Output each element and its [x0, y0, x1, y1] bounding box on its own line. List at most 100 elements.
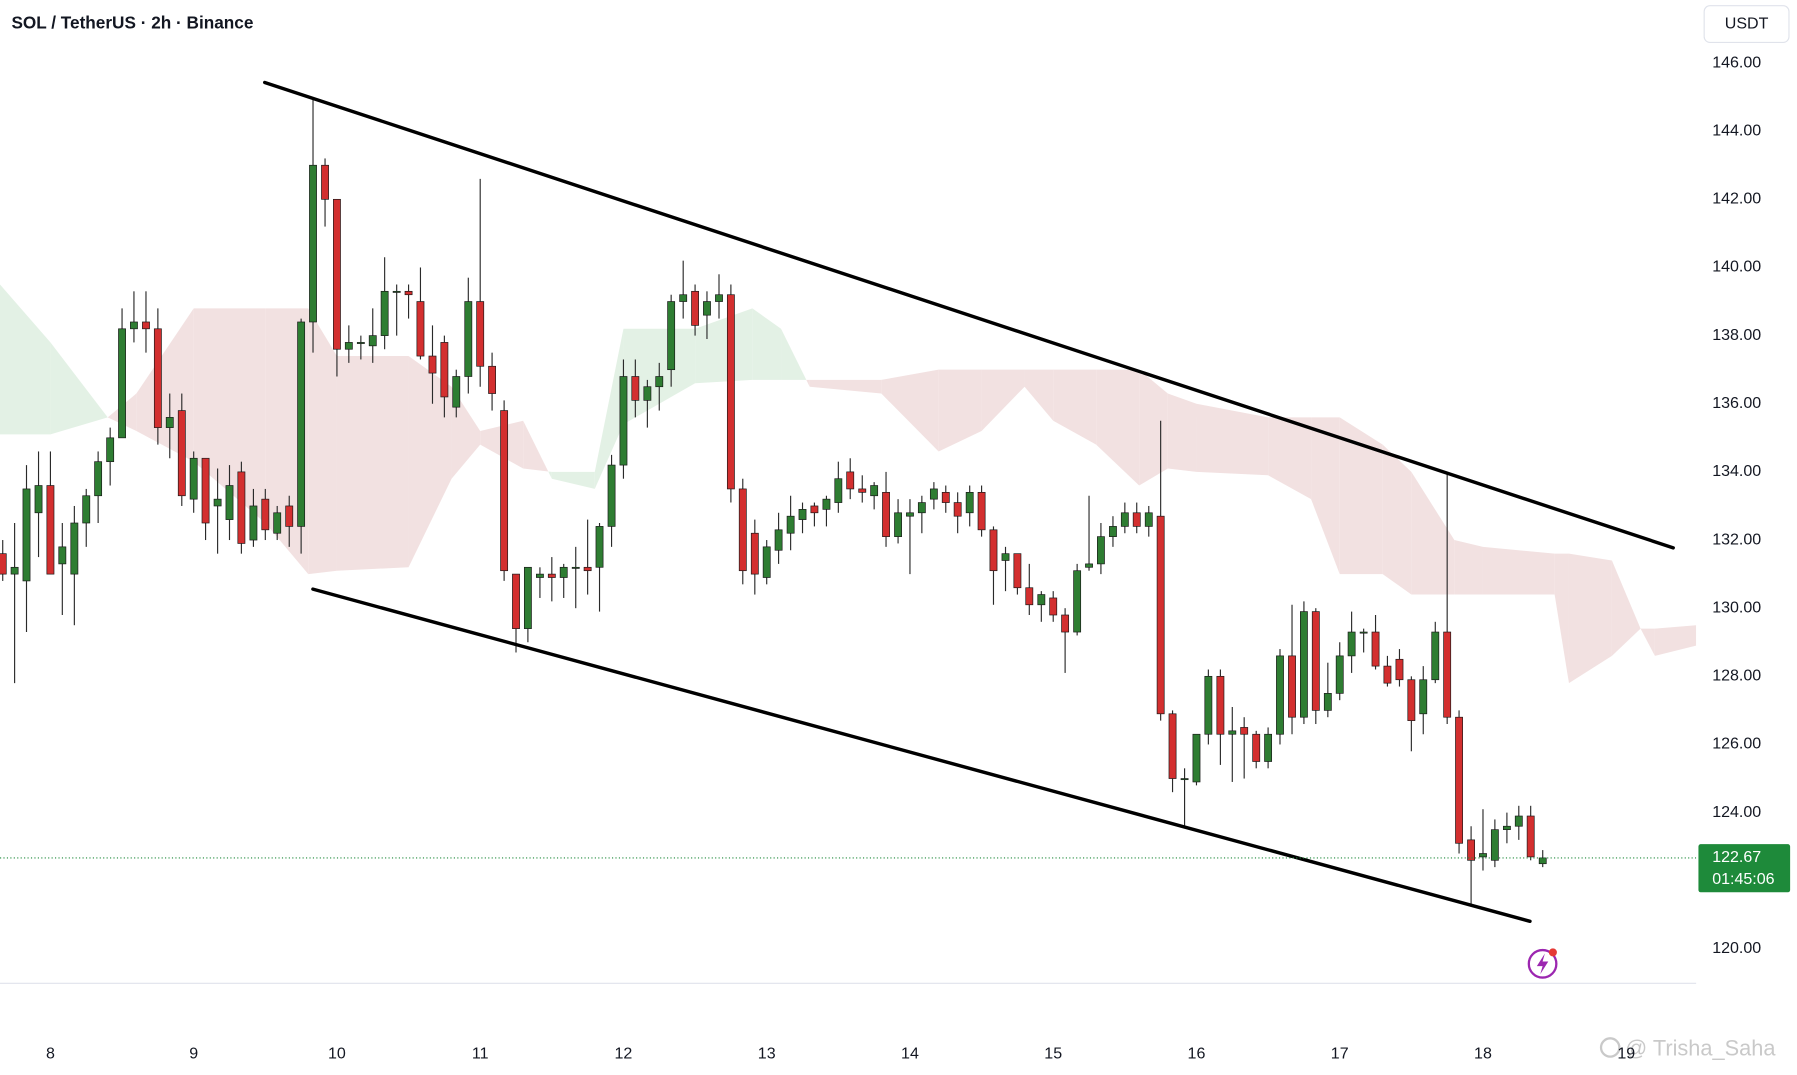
cloud-segment [50, 342, 108, 435]
watermark-logo [1599, 1037, 1621, 1058]
candle-body [404, 290, 413, 296]
y-tick-label: 136.00 [1712, 394, 1761, 412]
x-tick-label: 11 [472, 1045, 489, 1063]
y-tick-label: 126.00 [1712, 735, 1761, 753]
candle-body [225, 485, 234, 520]
candle-body [834, 478, 843, 503]
cloud-segment [752, 308, 782, 380]
candle-body [165, 417, 174, 428]
candle-body [1085, 563, 1093, 568]
candle-body [130, 321, 138, 330]
cloud-segment [938, 369, 982, 452]
candle-body [870, 485, 879, 497]
y-tick-label: 120.00 [1712, 939, 1761, 957]
candle-body [297, 321, 306, 527]
candle-body [810, 505, 819, 514]
candle-body [213, 498, 222, 507]
cloud-segment [1167, 393, 1197, 472]
candle-body [1407, 679, 1416, 721]
cloud-segment [781, 328, 807, 380]
candle-body [906, 512, 914, 517]
cloud-segment [1382, 444, 1412, 595]
x-tick-label: 14 [901, 1045, 919, 1063]
candle-body [1204, 675, 1213, 735]
y-tick-label: 134.00 [1712, 462, 1761, 480]
candle-body [428, 355, 437, 374]
y-tick-label: 144.00 [1712, 121, 1761, 139]
x-tick-label: 10 [328, 1045, 346, 1063]
cloud-segment [523, 420, 549, 472]
candle-body [1049, 597, 1058, 616]
candle-body [58, 546, 67, 565]
candle-body [547, 573, 556, 578]
candle-body [607, 464, 616, 527]
currency-button[interactable] [1703, 5, 1790, 43]
candle-body [1514, 815, 1523, 827]
candle-body [1419, 679, 1428, 715]
candle-body [476, 301, 485, 367]
candle-body [416, 301, 425, 357]
y-tick-label: 124.00 [1712, 803, 1761, 821]
candle-body [500, 410, 509, 572]
candle-body [726, 294, 735, 490]
candle-body [1467, 839, 1476, 861]
countdown-label: 01:45:06 [1712, 870, 1774, 888]
candle-body [977, 491, 986, 531]
candle-body [333, 198, 341, 350]
candle-body [1276, 655, 1284, 735]
candle-body [452, 376, 461, 408]
candle-body [655, 376, 664, 388]
alert-icon[interactable] [1527, 948, 1558, 979]
candle-body [237, 471, 246, 544]
candle-body [1144, 512, 1153, 527]
y-tick-label: 132.00 [1712, 530, 1761, 548]
candle-body [1216, 675, 1225, 735]
candle-body [106, 437, 115, 463]
candle-body [10, 566, 19, 575]
candle-body [440, 342, 449, 398]
watermark-text: @ Trisha_Saha [1625, 1036, 1776, 1061]
candle-body [786, 515, 795, 534]
x-tick-label: 15 [1044, 1045, 1062, 1063]
candle-body [82, 495, 91, 524]
trend-line [263, 80, 1675, 550]
candle-body [858, 488, 867, 493]
cloud-segment [1654, 625, 1697, 656]
candle-body [153, 328, 162, 428]
candle-body [1013, 553, 1022, 589]
last-price-box [1698, 844, 1791, 893]
candle-body [917, 502, 926, 514]
candle-body [846, 471, 855, 490]
candle-body [22, 488, 31, 582]
currency-label: USDT [1725, 14, 1769, 32]
alert-ring [1527, 948, 1558, 979]
candle-body [571, 566, 580, 569]
candle-body [1490, 829, 1499, 861]
candle-body [679, 294, 688, 302]
x-tick-label: 16 [1188, 1045, 1206, 1063]
candle-body [619, 376, 628, 466]
y-tick-label: 142.00 [1712, 190, 1761, 208]
candle-body [1288, 655, 1296, 718]
candle-body [1156, 515, 1165, 715]
cloud-segment [1568, 553, 1612, 684]
candle-body [285, 505, 294, 527]
candle-body [1073, 570, 1082, 633]
candle-body [380, 290, 389, 336]
candle-body [1168, 713, 1177, 779]
candle-body [882, 491, 890, 537]
cloud-segment [1268, 417, 1312, 500]
candle-body [1037, 594, 1046, 606]
candle-body [368, 335, 377, 347]
candle-body [1526, 815, 1535, 858]
candle-body [70, 522, 79, 575]
cloud-segment [193, 308, 266, 524]
chart-title: SOL / TetherUS · 2h · Binance [11, 13, 253, 33]
candle-body [738, 488, 747, 572]
candle-body [189, 457, 198, 500]
candle-body [941, 491, 950, 503]
cloud-segment [1611, 560, 1641, 656]
candle-body [1025, 587, 1034, 606]
